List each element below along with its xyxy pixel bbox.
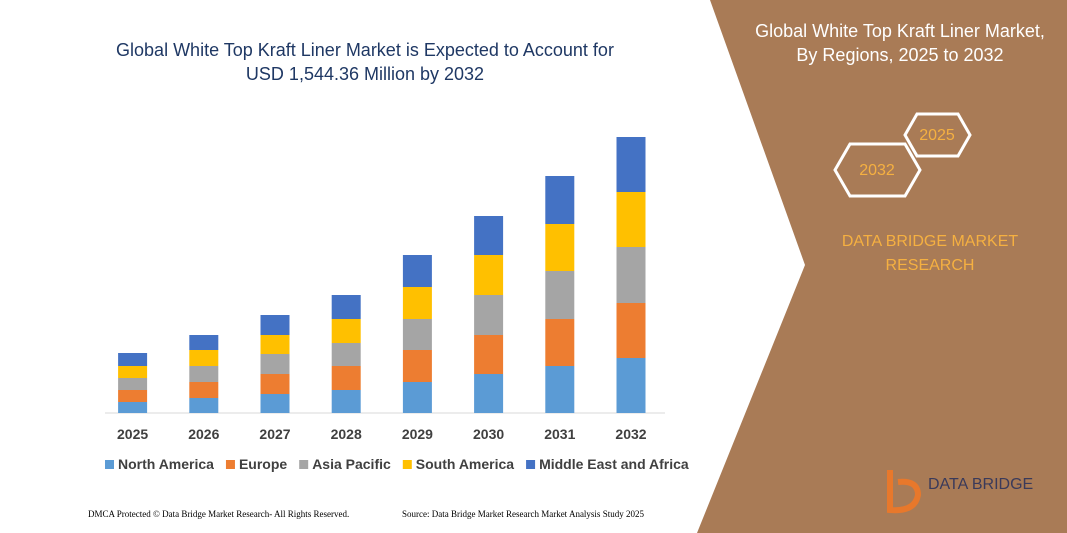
x-tick-label: 2028 xyxy=(331,426,362,442)
bar-segment xyxy=(402,287,432,319)
x-tick-label: 2032 xyxy=(615,426,646,442)
bar-segment xyxy=(189,335,219,350)
bar-segment xyxy=(189,350,219,366)
bar-segment xyxy=(118,366,148,378)
legend-swatch xyxy=(105,460,114,469)
legend-swatch xyxy=(225,460,235,469)
bar-segment xyxy=(545,366,575,413)
bar-segment xyxy=(118,390,148,402)
chart-title: Global White Top Kraft Liner Market is E… xyxy=(116,40,614,84)
legend-label: North America xyxy=(118,456,214,472)
x-tick-label: 2030 xyxy=(473,426,504,442)
x-tick-label: 2027 xyxy=(259,426,290,442)
x-tick-label: 2025 xyxy=(117,426,148,442)
bar-segment xyxy=(260,335,290,354)
bar-segment xyxy=(189,366,219,382)
bar-segment xyxy=(616,137,646,192)
bar-segment xyxy=(474,295,504,335)
bar-segment xyxy=(331,390,361,413)
bar-segment xyxy=(331,366,361,390)
legend-swatch xyxy=(299,460,309,469)
bar-segment xyxy=(331,295,361,319)
x-tick-label: 2026 xyxy=(188,426,219,442)
x-tick-label: 2031 xyxy=(544,426,575,442)
bar-segment xyxy=(402,319,432,350)
footer-copyright: DMCA Protected © Data Bridge Market Rese… xyxy=(88,509,350,519)
badge: 2025 xyxy=(919,127,955,144)
bar-segment xyxy=(616,358,646,413)
side-title: Global White Top Kraft Liner Market, By … xyxy=(755,21,1045,65)
legend-swatch xyxy=(526,460,536,469)
bar-segment xyxy=(474,335,504,374)
logo-text: DATA BRIDGE xyxy=(928,476,1034,493)
side-panel-bg xyxy=(697,0,1067,533)
bar-segment xyxy=(402,350,432,382)
bar-segment xyxy=(260,394,290,413)
bar-segment xyxy=(616,247,646,303)
legend-label: Middle East and Africa xyxy=(539,456,689,472)
bar-segment xyxy=(189,382,219,398)
logo-mark xyxy=(887,470,922,514)
bar-segment xyxy=(402,382,432,413)
bar-segment xyxy=(545,224,575,271)
badge-hex xyxy=(833,142,922,198)
bar-segment xyxy=(616,303,646,358)
x-tick-label: 2029 xyxy=(402,426,433,442)
bar-segment xyxy=(118,402,148,413)
bar-segment xyxy=(545,271,575,319)
badge: 2032 xyxy=(859,162,895,179)
bar-segment xyxy=(402,255,432,287)
footer-source: Source: Data Bridge Market Research Mark… xyxy=(402,509,644,519)
plot: 2025 2026 2027 2028 2029 2030 2031 2032 North Am… xyxy=(105,137,689,472)
bar-segment xyxy=(616,192,646,247)
bar-segment xyxy=(331,343,361,366)
badge-hex xyxy=(903,112,972,158)
bar-segment xyxy=(118,378,148,390)
legend-label: Europe xyxy=(239,456,287,472)
legend-label: South America xyxy=(416,456,514,472)
bar-segment xyxy=(474,255,504,295)
bar-segment xyxy=(260,354,290,374)
bar-segment xyxy=(474,216,504,255)
bar-segment xyxy=(189,398,219,413)
bar-segment xyxy=(545,176,575,224)
bar-segment xyxy=(474,374,504,413)
bar-segment xyxy=(545,319,575,366)
bar-segment xyxy=(260,374,290,394)
bar-segment xyxy=(260,315,290,335)
brand: DATA BRIDGE MARKET RESEARCH xyxy=(841,233,1019,274)
legend-swatch xyxy=(402,460,412,469)
bar-segment xyxy=(118,353,148,366)
bar-segment xyxy=(331,319,361,343)
legend-label: Asia Pacific xyxy=(312,456,391,472)
